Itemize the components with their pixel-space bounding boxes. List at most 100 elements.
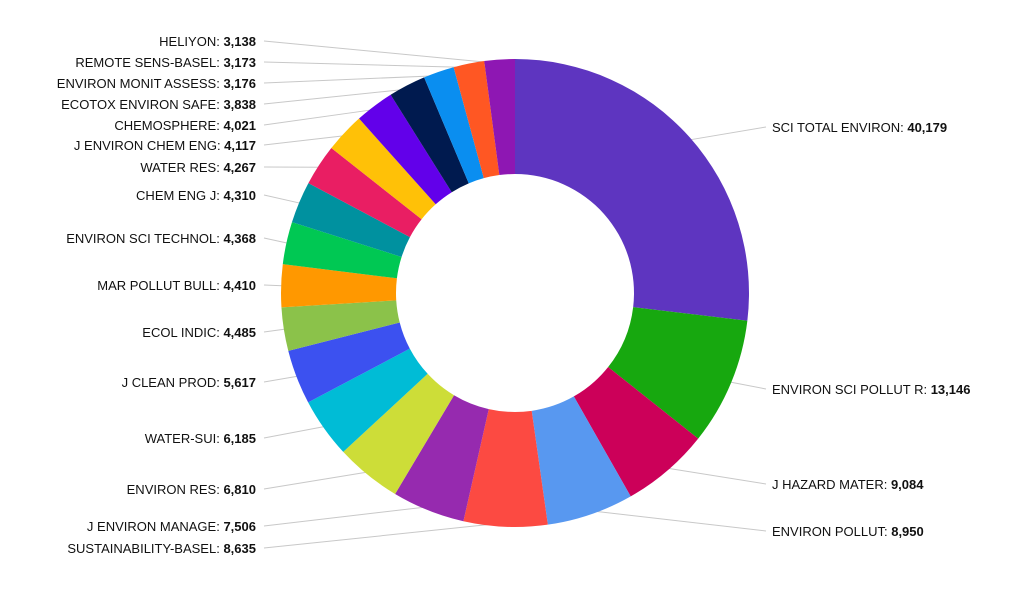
label-environ-sci-technol: ENVIRON SCI TECHNOL: 4,368: [66, 231, 256, 246]
label-chemosphere: CHEMOSPHERE: 4,021: [114, 118, 256, 133]
slice-sci-total-environ[interactable]: [515, 59, 749, 321]
label-name: J ENVIRON MANAGE: [87, 519, 217, 534]
leader-line: [263, 471, 371, 490]
slice-environ-monit-assess[interactable]: [424, 67, 484, 184]
label-value: 3,838: [223, 97, 256, 112]
label-environ-sci-pollut-r: ENVIRON SCI POLLUT R: 13,146: [772, 382, 970, 397]
label-j-hazard-mater: J HAZARD MATER: 9,084: [772, 477, 924, 492]
slice-heliyon[interactable]: [484, 59, 515, 176]
label-value: 7,506: [223, 519, 256, 534]
leader-line: [263, 88, 409, 105]
label-name: HELIYON: [159, 34, 216, 49]
slice-j-hazard-mater[interactable]: [573, 367, 699, 497]
label-value: 3,176: [223, 76, 256, 91]
label-name: REMOTE SENS-BASEL: [75, 55, 216, 70]
label-water-res: WATER RES: 4,267: [140, 160, 256, 175]
slice-water-sui[interactable]: [308, 348, 428, 452]
leader-line: [263, 425, 328, 439]
label-value: 40,179: [907, 120, 947, 135]
slice-remote-sens-basel[interactable]: [453, 61, 500, 179]
label-j-clean-prod: J CLEAN PROD: 5,617: [122, 375, 256, 390]
label-value: 13,146: [931, 382, 971, 397]
label-remote-sens-basel: REMOTE SENS-BASEL: 3,173: [75, 55, 256, 70]
label-name: ENVIRON MONIT ASSESS: [57, 76, 217, 91]
slice-chemosphere[interactable]: [359, 94, 452, 205]
slice-ecotox-environ-safe[interactable]: [390, 77, 469, 193]
label-name: ENVIRON SCI TECHNOL: [66, 231, 216, 246]
label-j-environ-chem-eng: J ENVIRON CHEM ENG: 4,117: [74, 138, 256, 153]
slice-environ-sci-pollut-r[interactable]: [608, 307, 748, 439]
label-value: 4,021: [223, 118, 256, 133]
label-value: 6,185: [223, 431, 256, 446]
leader-line: [727, 381, 767, 390]
label-ecol-indic: ECOL INDIC: 4,485: [142, 325, 256, 340]
slice-environ-pollut[interactable]: [531, 396, 631, 525]
label-name: SCI TOTAL ENVIRON: [772, 120, 900, 135]
label-chem-eng-j: CHEM ENG J: 4,310: [136, 188, 256, 203]
leader-line: [686, 126, 767, 141]
leader-line: [263, 506, 430, 527]
label-value: 4,410: [223, 278, 256, 293]
label-name: ENVIRON RES: [127, 482, 217, 497]
leader-lines: [263, 40, 767, 549]
label-value: 4,485: [223, 325, 256, 340]
label-ecotox-environ-safe: ECOTOX ENVIRON SAFE: 3,838: [61, 97, 256, 112]
label-value: 8,950: [891, 524, 924, 539]
leader-line: [263, 328, 288, 333]
label-heliyon: HELIYON: 3,138: [159, 34, 256, 49]
slice-mar-pollut-bull[interactable]: [281, 264, 397, 308]
label-name: WATER RES: [140, 160, 216, 175]
label-value: 4,310: [223, 188, 256, 203]
slice-labels: SCI TOTAL ENVIRON: 40,179 ENVIRON SCI POL…: [57, 34, 971, 556]
slice-j-environ-manage[interactable]: [395, 395, 489, 522]
label-sci-total-environ: SCI TOTAL ENVIRON: 40,179: [772, 120, 947, 135]
label-value: 9,084: [891, 477, 924, 492]
leader-line: [263, 375, 301, 383]
slice-environ-sci-technol[interactable]: [282, 222, 402, 279]
label-name: ECOL INDIC: [142, 325, 216, 340]
label-name: ENVIRON SCI POLLUT R: [772, 382, 923, 397]
leader-line: [263, 522, 506, 549]
label-name: SUSTAINABILITY-BASEL: [67, 541, 216, 556]
label-name: J ENVIRON CHEM ENG: [74, 138, 217, 153]
leader-line: [263, 194, 304, 205]
label-name: WATER-SUI: [145, 431, 217, 446]
label-value: 5,617: [223, 375, 256, 390]
leader-line: [664, 467, 767, 485]
label-name: CHEM ENG J: [136, 188, 216, 203]
label-value: 8,635: [223, 541, 256, 556]
leader-line: [263, 40, 500, 64]
slice-chem-eng-j[interactable]: [291, 183, 410, 257]
leader-line: [263, 134, 348, 146]
label-mar-pollut-bull: MAR POLLUT BULL: 4,410: [97, 278, 256, 293]
label-name: CHEMOSPHERE: [114, 118, 216, 133]
leader-line: [263, 108, 377, 126]
slice-j-clean-prod[interactable]: [288, 322, 410, 403]
label-value: 3,138: [223, 34, 256, 49]
label-name: MAR POLLUT BULL: [97, 278, 216, 293]
slice-ecol-indic[interactable]: [281, 300, 400, 351]
label-value: 6,810: [223, 482, 256, 497]
leader-line: [263, 61, 470, 69]
leader-line: [589, 510, 767, 532]
label-water-sui: WATER-SUI: 6,185: [145, 431, 256, 446]
label-value: 4,117: [224, 138, 256, 153]
label-environ-monit-assess: ENVIRON MONIT ASSESS: 3,176: [57, 76, 256, 91]
label-sustainability-basel: SUSTAINABILITY-BASEL: 8,635: [67, 541, 256, 556]
label-name: J HAZARD MATER: [772, 477, 884, 492]
label-environ-pollut: ENVIRON POLLUT: 8,950: [772, 524, 924, 539]
label-name: ENVIRON POLLUT: [772, 524, 885, 539]
leader-line: [263, 75, 441, 84]
leader-line: [263, 237, 291, 245]
slice-water-res[interactable]: [308, 148, 422, 238]
slice-sustainability-basel[interactable]: [463, 409, 548, 527]
slice-j-environ-chem-eng[interactable]: [331, 118, 436, 220]
label-value: 4,368: [223, 231, 256, 246]
label-value: 3,173: [223, 55, 256, 70]
label-environ-res: ENVIRON RES: 6,810: [127, 482, 256, 497]
label-value: 4,267: [223, 160, 256, 175]
label-j-environ-manage: J ENVIRON MANAGE: 7,506: [87, 519, 256, 534]
label-name: ECOTOX ENVIRON SAFE: [61, 97, 216, 112]
slice-environ-res[interactable]: [343, 373, 455, 494]
